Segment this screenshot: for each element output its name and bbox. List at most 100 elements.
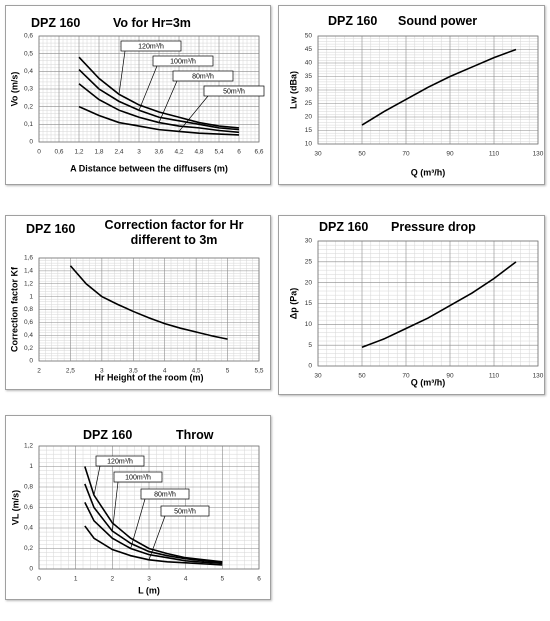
y-tick-label: 0,6 — [24, 319, 33, 326]
chart: 0 1 2 3 4 5 6 0 0,2 0,4 0,6 0,8 1 1,2 L (m) VL (m/s) 120… — [10, 443, 261, 596]
annotation-leader — [158, 80, 178, 123]
plot-border — [317, 240, 539, 367]
data-line — [78, 83, 240, 134]
y-tick-label: 10 — [305, 141, 313, 148]
x-tick-label: 70 — [402, 373, 410, 380]
data-line — [69, 265, 228, 340]
y-tick-label: 30 — [305, 238, 313, 245]
y-tick-label: 1,2 — [24, 280, 33, 287]
x-tick-label: 3 — [147, 576, 151, 583]
chart-label: DPZ 160 — [328, 14, 378, 28]
y-axis-label: Correction factor Kf — [9, 266, 19, 352]
legend-label: 80m³/h — [192, 73, 214, 80]
x-tick-label: 1,8 — [94, 149, 103, 156]
chart: 30 50 70 90 110 130 0 5 10 15 20 25 30 Q (m³/h) Δp (Pa… — [288, 238, 543, 388]
legend-box — [203, 85, 265, 97]
x-tick-label: 90 — [446, 373, 454, 380]
x-tick-label: 50 — [358, 373, 366, 380]
y-axis-label: VL (m/s) — [10, 490, 20, 525]
x-tick-label: 4,5 — [192, 368, 201, 375]
data-line — [84, 502, 223, 565]
y-tick-label: 0 — [308, 363, 312, 370]
legend-box — [113, 471, 163, 483]
x-tick-label: 2,4 — [114, 149, 123, 156]
annotation-leader — [93, 465, 101, 496]
y-axis-label: Δp (Pa) — [288, 288, 298, 319]
y-tick-label: 0 — [29, 566, 33, 573]
y-tick-label: 0,3 — [24, 86, 33, 93]
chart: 0 0,6 1,2 1,8 2,4 3 3,6 4,2 4,8 5,4 6 6,6 0 0,1 0,2 0,3… — [9, 33, 265, 173]
y-tick-label: 0,6 — [24, 33, 33, 40]
x-tick-label: 4 — [163, 368, 167, 375]
y-tick-label: 0,5 — [24, 50, 33, 57]
chart-label: DPZ 160 — [83, 428, 133, 442]
chart-label: DPZ 160 — [31, 16, 81, 30]
x-axis-label: L (m) — [138, 585, 160, 595]
x-tick-label: 4,2 — [174, 149, 183, 156]
y-tick-label: 0,4 — [24, 525, 33, 532]
x-tick-label: 5 — [226, 368, 230, 375]
x-tick-label: 0 — [37, 576, 41, 583]
y-tick-label: 30 — [305, 87, 313, 94]
chart: 2 2,5 3 3,5 4 4,5 5 5,5 0 0,2 0,4 0,6 0,8 1 1,2 1,4 1,6 H… — [9, 255, 264, 383]
y-tick-label: 0,2 — [24, 545, 33, 552]
data-line — [361, 261, 517, 348]
y-tick-label: 10 — [305, 321, 313, 328]
annotation-leader — [138, 65, 158, 111]
x-tick-label: 1 — [74, 576, 78, 583]
x-tick-label: 0 — [37, 149, 41, 156]
y-tick-label: 45 — [305, 46, 313, 53]
chart-panel: 30 50 70 90 110 130 0 5 10 15 20 25 30 Q (m³/h) Δp (Pa… — [278, 215, 545, 395]
y-tick-label: 20 — [305, 279, 313, 286]
y-tick-label: 0,2 — [24, 103, 33, 110]
chart-panel: 0 0,6 1,2 1,8 2,4 3 3,6 4,2 4,8 5,4 6 6,6 0 0,1 0,2 0,3… — [5, 5, 271, 185]
x-axis-label: Q (m³/h) — [411, 167, 446, 177]
x-tick-label: 130 — [533, 151, 544, 158]
x-tick-label: 5,5 — [254, 368, 263, 375]
legend-box — [95, 455, 145, 467]
x-tick-label: 2,5 — [66, 368, 75, 375]
chart-title: Correction factor for Hr different to 3m — [104, 218, 244, 247]
annotation-leader — [178, 95, 209, 132]
y-tick-label: 0,6 — [24, 504, 33, 511]
x-tick-label: 5 — [221, 576, 225, 583]
x-tick-label: 5,4 — [214, 149, 223, 156]
data-line — [84, 525, 223, 566]
x-tick-label: 50 — [358, 151, 366, 158]
x-tick-label: 30 — [314, 151, 322, 158]
y-axis-label: Lw (dBa) — [288, 71, 298, 109]
plot-border — [38, 257, 260, 362]
x-tick-label: 2 — [37, 368, 41, 375]
annotation-leader — [111, 481, 119, 532]
y-tick-label: 0,8 — [24, 484, 33, 491]
chart-title: Sound power — [398, 14, 478, 28]
legend-label: 50m³/h — [223, 88, 245, 95]
legend-label: 120m³/h — [107, 458, 133, 465]
data-line — [78, 68, 240, 131]
chart-label: DPZ 160 — [319, 220, 369, 234]
legend-label: 50m³/h — [174, 508, 196, 515]
x-tick-label: 6,6 — [254, 149, 263, 156]
y-axis-label: Vo (m/s) — [9, 72, 19, 107]
x-tick-label: 70 — [402, 151, 410, 158]
y-tick-label: 20 — [305, 114, 313, 121]
y-tick-label: 1,2 — [24, 443, 33, 450]
y-tick-label: 0,4 — [24, 332, 33, 339]
legend-box — [140, 488, 190, 500]
x-tick-label: 0,6 — [54, 149, 63, 156]
x-tick-label: 3,5 — [129, 368, 138, 375]
x-tick-label: 3,6 — [154, 149, 163, 156]
data-line — [84, 466, 223, 563]
legend-box — [160, 505, 210, 517]
y-tick-label: 35 — [305, 73, 313, 80]
x-axis-label: A Distance between the diffusers (m) — [70, 163, 228, 173]
legend-label: 100m³/h — [125, 474, 151, 481]
y-tick-label: 0 — [29, 358, 33, 365]
x-tick-label: 4,8 — [194, 149, 203, 156]
y-tick-label: 1,6 — [24, 255, 33, 262]
chart-title: Vo for Hr=3m — [113, 16, 191, 30]
y-tick-label: 25 — [305, 100, 313, 107]
x-tick-label: 6 — [257, 576, 261, 583]
data-line — [361, 48, 517, 126]
x-tick-label: 6 — [237, 149, 241, 156]
